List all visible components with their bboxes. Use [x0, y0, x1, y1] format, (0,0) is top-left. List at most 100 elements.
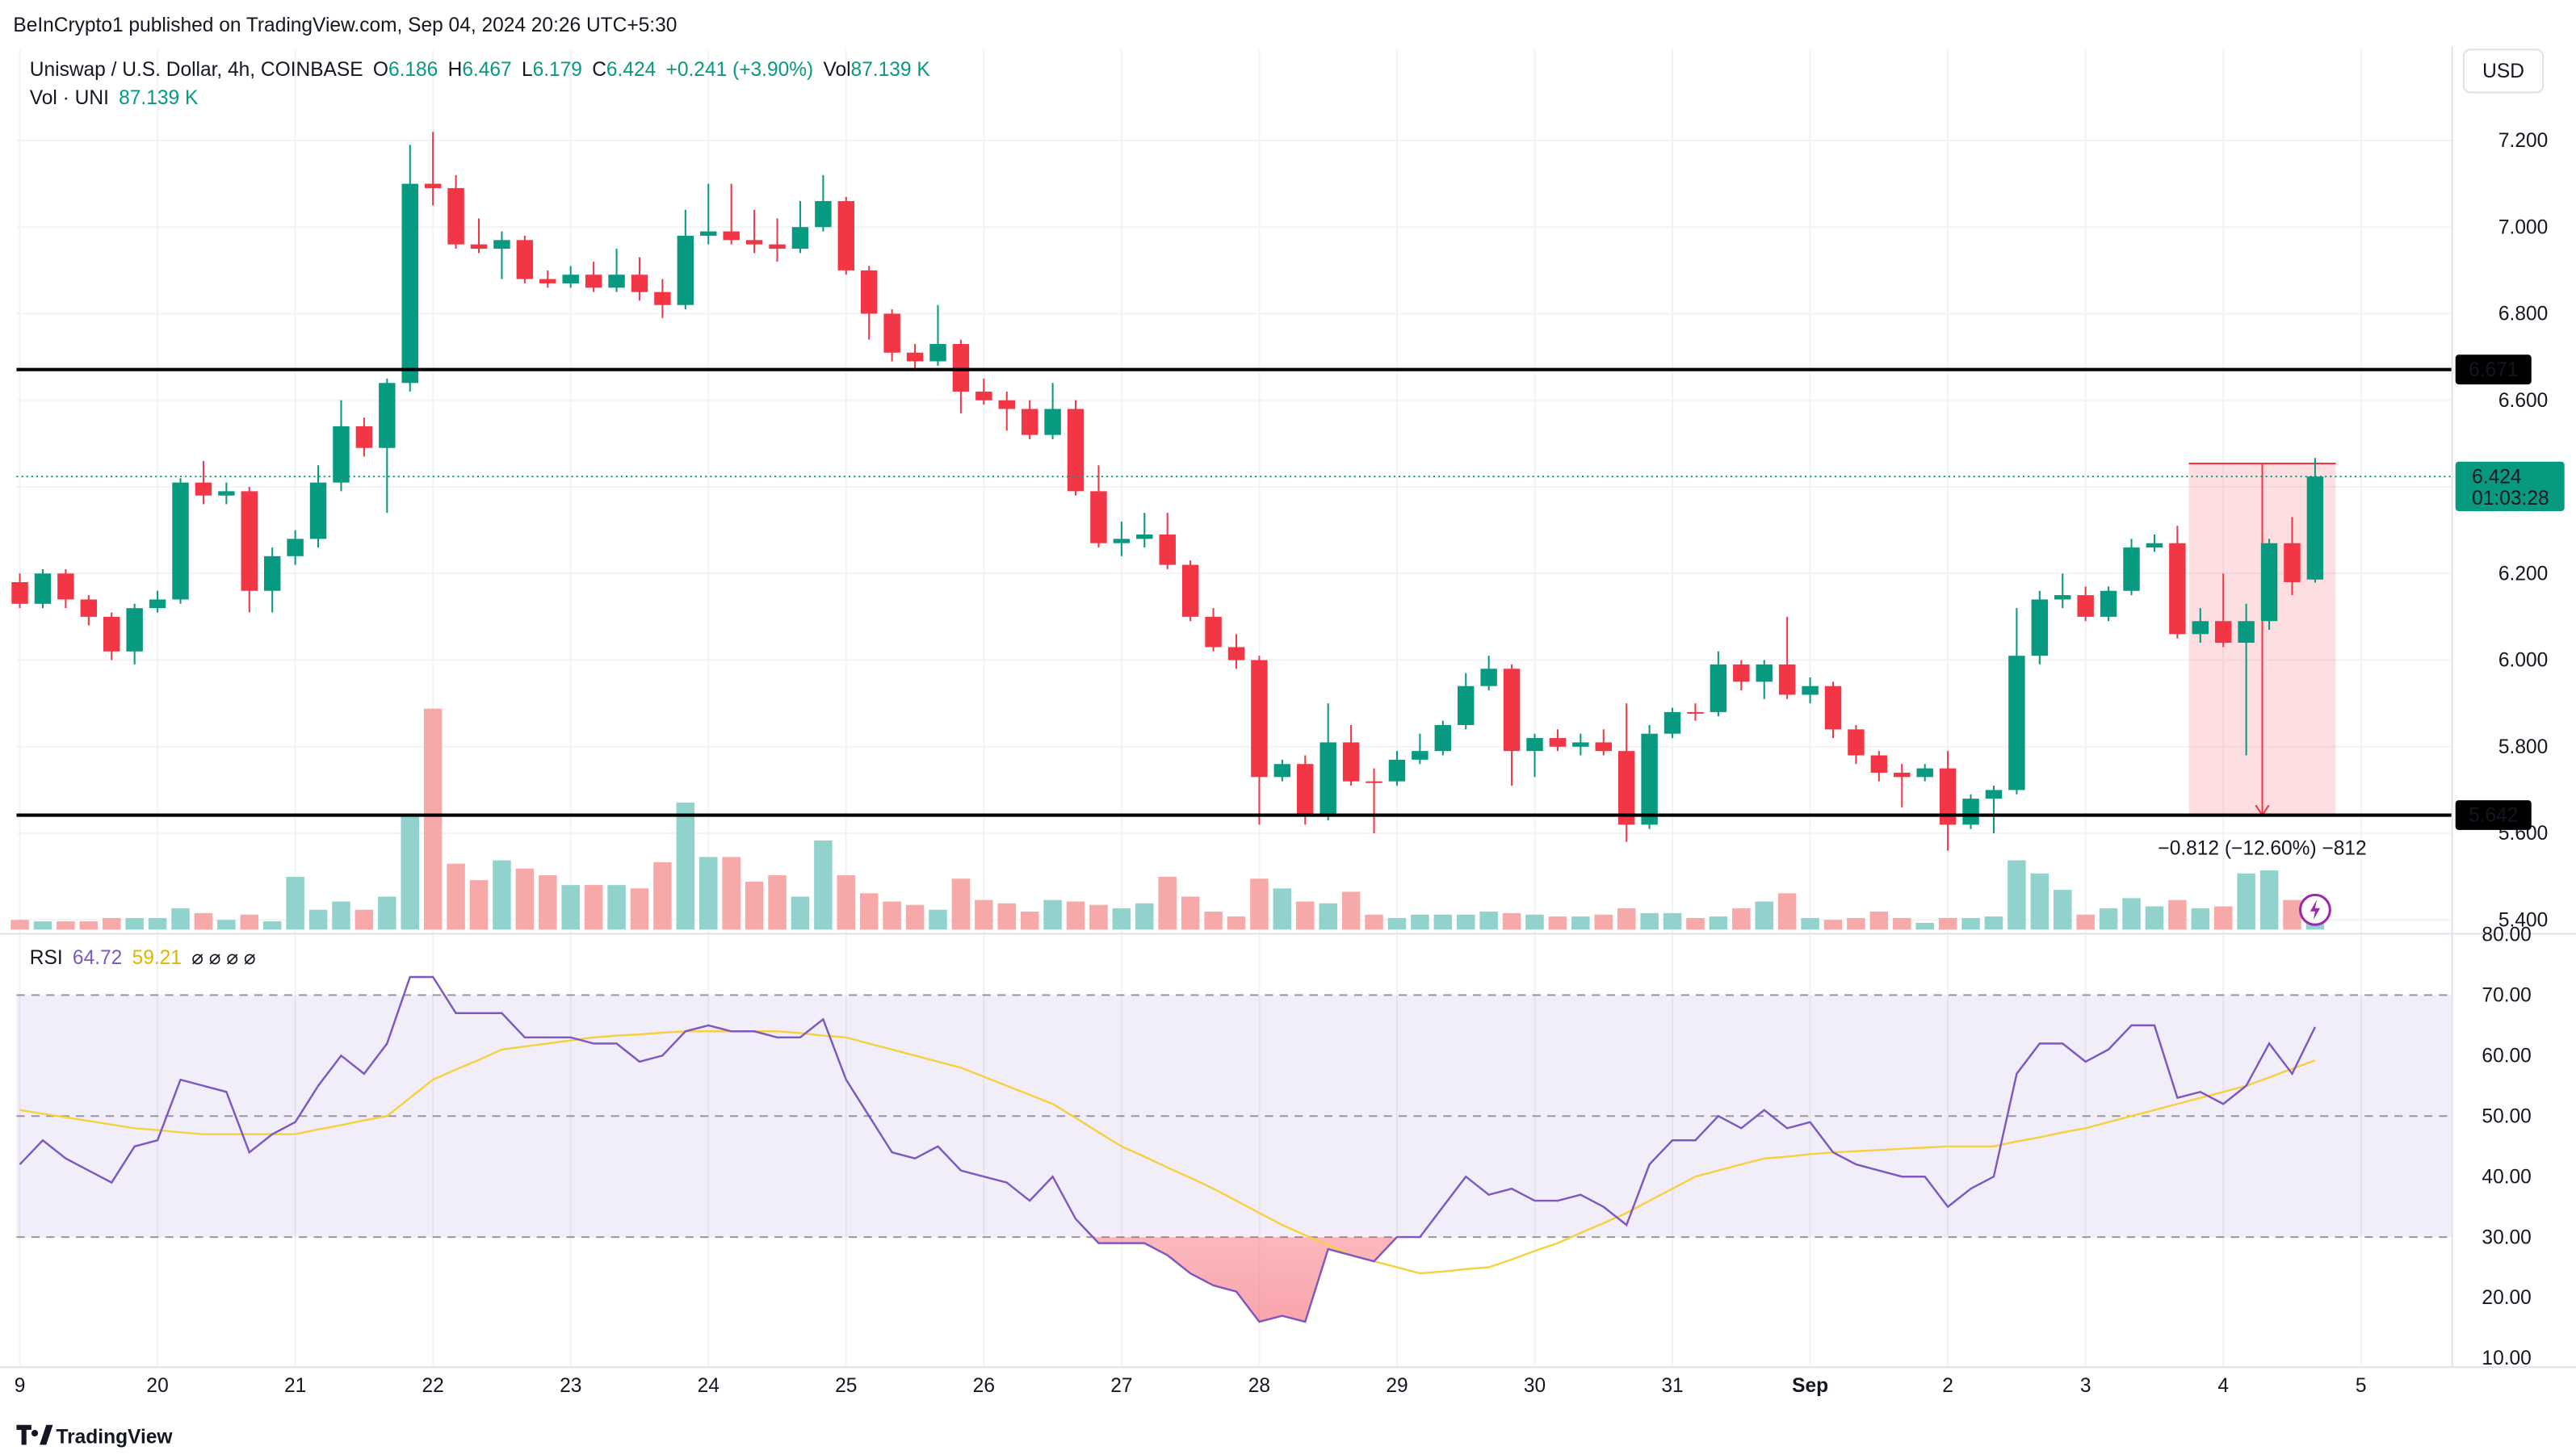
candle-body: [1778, 664, 1796, 695]
volume-bar: [1456, 914, 1475, 930]
candle-body: [700, 231, 717, 236]
level-label-box: [2455, 800, 2532, 830]
vol-name-value: 87.139 K: [119, 87, 199, 109]
vol-value: 87.139 K: [851, 59, 931, 81]
volume-bar: [1801, 917, 1819, 930]
candle-body: [2192, 621, 2209, 635]
x-tick-label: 29: [1386, 1375, 1408, 1397]
x-tick-label: 3: [2080, 1375, 2091, 1397]
level-label-box: [2455, 354, 2532, 385]
candle-body: [608, 275, 625, 288]
candle-body: [2008, 656, 2025, 790]
volume-bar: [883, 901, 901, 930]
volume-bar: [2283, 899, 2301, 930]
candle-body: [1297, 764, 1314, 816]
last-price-box: [2455, 461, 2565, 512]
level-label: 5.642: [2469, 805, 2518, 827]
rsi-ma-value: 59.21: [132, 947, 182, 969]
volume-bar: [102, 917, 121, 930]
volume-bar: [1594, 914, 1613, 930]
volume-bar: [515, 868, 535, 930]
x-tick-label: 5: [2356, 1375, 2367, 1397]
volume-bar: [171, 908, 190, 930]
candle-body: [1595, 742, 1612, 752]
volume-bar: [1089, 904, 1108, 930]
volume-bar: [194, 912, 213, 930]
candle-body: [906, 352, 924, 362]
plot: 5.4005.6005.8006.0006.2006.4006.6006.800…: [10, 130, 2548, 1397]
x-tick-label: 24: [698, 1375, 720, 1397]
x-tick-label: 26: [973, 1375, 995, 1397]
volume-bar: [1479, 912, 1498, 930]
candle-body: [57, 573, 74, 600]
y-tick-label: 7.200: [2498, 130, 2548, 152]
candle-body: [1159, 534, 1176, 565]
candle-body: [585, 275, 602, 288]
currency-button[interactable]: [2462, 48, 2545, 94]
volume-bar: [1020, 912, 1039, 930]
candle-body: [1458, 686, 1475, 725]
candle-body: [241, 491, 258, 591]
candle-body: [998, 400, 1015, 409]
candle-body: [929, 344, 946, 362]
candle-body: [126, 608, 143, 652]
volume-bar: [1847, 917, 1865, 930]
volume-bar: [2191, 908, 2210, 930]
volume-bar: [768, 875, 787, 930]
candle-body: [1113, 539, 1131, 543]
volume-bar: [1387, 917, 1407, 930]
candle-body: [355, 426, 373, 448]
x-tick-label: 28: [1248, 1375, 1270, 1397]
volume-bar: [2168, 899, 2187, 930]
y-tick-label: 6.200: [2498, 563, 2548, 585]
volume-bar: [469, 880, 489, 930]
candle-body: [883, 313, 900, 353]
candle-body: [1181, 564, 1199, 617]
candle-body: [745, 240, 763, 245]
candle-body: [1894, 772, 1911, 778]
candle-body: [1044, 409, 1061, 435]
volume-bar: [1893, 917, 1911, 930]
volume-bar: [1296, 901, 1315, 930]
volume-bar: [1617, 908, 1636, 930]
brand-logo: [16, 1424, 53, 1445]
volume-bar: [997, 903, 1017, 930]
volume-bar: [584, 885, 603, 930]
candle-body: [1802, 686, 1819, 695]
candle-body: [1617, 751, 1635, 825]
candle-body: [1710, 664, 1727, 712]
volume-bar: [2030, 873, 2049, 930]
candle-body: [1962, 799, 1979, 825]
rsi-tick-label: 40.00: [2482, 1166, 2531, 1188]
candle-body: [2146, 543, 2163, 548]
rsi-tick-label: 80.00: [2482, 925, 2531, 946]
candle-body: [379, 383, 396, 448]
y-tick-label: 6.000: [2498, 650, 2548, 672]
candle-body: [447, 187, 464, 245]
volume-bar: [1823, 920, 1843, 930]
rsi-value: 64.72: [73, 947, 122, 969]
candle-body: [1824, 686, 1842, 730]
legend-volume: Vol · UNI 87.139 K: [30, 87, 199, 109]
candle-body: [1503, 669, 1521, 752]
candle-body: [1412, 751, 1429, 760]
volume-bar: [2122, 898, 2141, 930]
volume-bar: [1938, 917, 1957, 930]
candle-body: [952, 344, 970, 392]
volume-bar: [1341, 891, 1361, 930]
volume-bar: [2099, 908, 2118, 930]
candle-body: [80, 599, 98, 617]
volume-bar: [1227, 916, 1246, 930]
rsi-tick-label: 70.00: [2482, 985, 2531, 1007]
volume-bar: [217, 920, 236, 930]
candle-body: [1848, 729, 1865, 756]
volume-bar: [332, 901, 350, 930]
volume-bar: [1066, 901, 1085, 930]
l-value: 6.179: [533, 59, 582, 81]
candle-body: [470, 244, 488, 249]
candle-body: [723, 231, 740, 241]
volume-bar: [1663, 912, 1682, 930]
brand: TradingView: [57, 1426, 174, 1448]
candle-body: [1663, 711, 1681, 734]
currency[interactable]: USD: [2482, 61, 2524, 82]
